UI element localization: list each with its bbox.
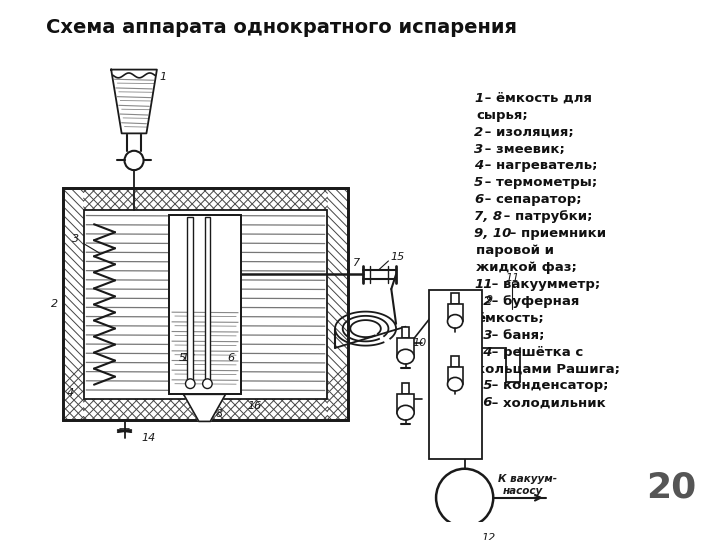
Text: 5: 5 [474,177,483,190]
Text: – вакуумметр;: – вакуумметр; [487,278,600,291]
Bar [451,293,459,305]
Bar [63,188,348,421]
Text: 6: 6 [474,193,483,206]
Text: 3: 3 [72,234,79,244]
Circle shape [436,469,493,526]
Text: 15: 15 [391,252,405,262]
Text: – сепаратор;: – сепаратор; [480,193,582,206]
Ellipse shape [397,349,414,364]
Bar [451,356,459,367]
Circle shape [202,379,212,389]
Text: – термометры;: – термометры; [480,177,598,190]
Text: – патрубки;: – патрубки; [499,210,593,223]
Bar [448,367,463,384]
Text: 16: 16 [474,396,492,409]
Text: паровой и: паровой и [476,244,554,257]
Polygon shape [184,394,225,421]
Text: 4: 4 [67,388,73,399]
Text: 3: 3 [474,143,483,156]
Text: – буферная: – буферная [487,295,579,308]
Text: 1: 1 [159,72,166,82]
Text: ёмкость;: ёмкость; [476,312,544,325]
Text: 20: 20 [646,470,696,504]
Text: жидкой фаз;: жидкой фаз; [476,261,577,274]
Bar [169,214,240,394]
Text: 9: 9 [486,295,493,305]
Circle shape [186,379,195,389]
Text: – баня;: – баня; [487,329,544,342]
Polygon shape [111,70,157,133]
Text: 8: 8 [215,409,222,419]
Text: кольцами Рашига;: кольцами Рашига; [476,362,620,375]
Text: 12: 12 [474,295,492,308]
Bar [63,188,348,421]
Text: 7, 8: 7, 8 [474,210,503,223]
Bar [397,338,414,356]
Bar [448,305,463,321]
Text: 5: 5 [179,353,186,362]
Text: 12: 12 [482,534,495,540]
Text: 10: 10 [413,338,427,348]
Circle shape [125,151,143,170]
Text: К вакуум-: К вакуум- [498,474,557,484]
Bar [187,218,193,380]
Bar [402,327,410,338]
Text: – решётка с: – решётка с [487,346,582,359]
Bar [397,394,414,413]
Text: 2: 2 [474,126,483,139]
Text: 13: 13 [181,353,195,362]
Bar [169,214,240,394]
Text: 11: 11 [474,278,492,291]
Text: 11: 11 [505,273,519,284]
Text: – конденсатор;: – конденсатор; [487,380,608,393]
Ellipse shape [448,315,463,328]
Text: 2: 2 [51,300,58,309]
Text: – змеевик;: – змеевик; [480,143,565,156]
Text: – изоляция;: – изоляция; [480,126,574,139]
Text: 4: 4 [474,159,483,172]
Bar [204,218,210,380]
Ellipse shape [397,406,414,420]
Text: 14: 14 [141,433,156,443]
Bar [84,210,328,399]
Ellipse shape [448,377,463,391]
Text: 13: 13 [474,329,492,342]
Text: – нагреватель;: – нагреватель; [480,159,598,172]
Text: 14: 14 [474,346,492,359]
Text: 9, 10: 9, 10 [474,227,511,240]
Text: 15: 15 [474,380,492,393]
Bar [402,383,410,394]
Text: насосу: насосу [503,486,543,496]
Text: 1: 1 [474,92,483,105]
Text: – приемники: – приемники [505,227,606,240]
Text: – ёмкость для: – ёмкость для [480,92,593,105]
Text: 7: 7 [353,258,359,268]
Text: 6: 6 [228,353,235,362]
Text: 16: 16 [248,401,262,411]
Text: – холодильник: – холодильник [487,396,606,409]
Text: Схема аппарата однократного испарения: Схема аппарата однократного испарения [46,18,517,37]
Text: сырья;: сырья; [476,109,528,122]
Bar [429,290,482,459]
